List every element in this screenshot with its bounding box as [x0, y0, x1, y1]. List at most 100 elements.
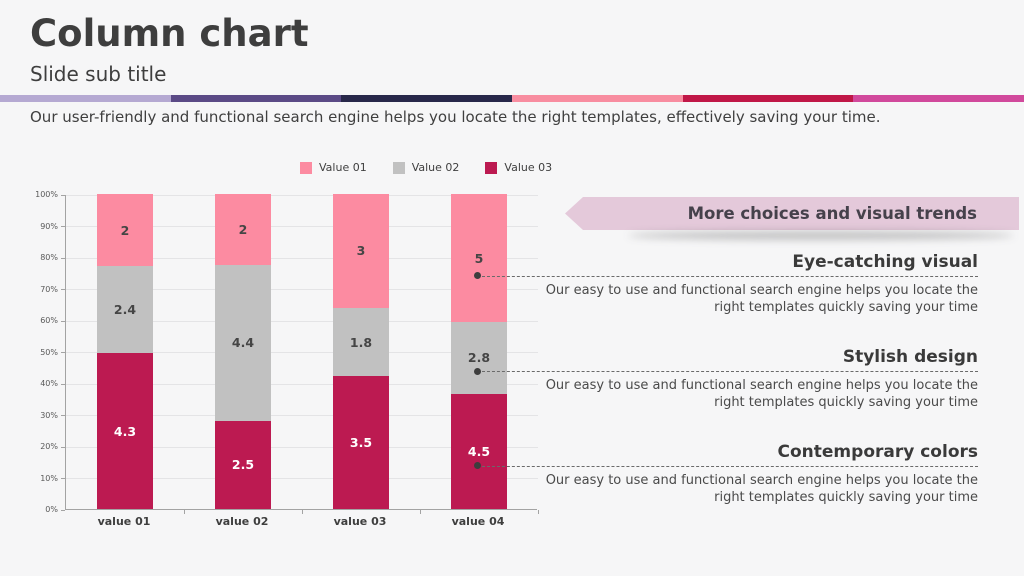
gridline [66, 289, 538, 290]
y-axis-label: 100% [35, 190, 58, 199]
legend-item: Value 02 [392, 161, 460, 174]
gridline [66, 415, 538, 416]
x-axis-category-label: value 04 [451, 515, 505, 528]
callout-title: Contemporary colors [777, 441, 978, 462]
bar-segment: 3 [333, 194, 389, 308]
y-axis-label: 40% [40, 379, 58, 388]
stacked-bar-value-02: 2.5 4.4 2 [215, 194, 271, 509]
bar-segment: 4.5 [451, 393, 507, 509]
bar-segment-value: 2 [120, 222, 130, 238]
callout-title: Eye-catching visual [792, 251, 978, 272]
callout-marker-dot [473, 462, 481, 470]
y-axis-tick [61, 383, 65, 385]
y-axis-tick [61, 478, 65, 479]
callout-marker-dot [473, 367, 481, 375]
accent-stripe-segment [341, 95, 513, 102]
bar-segment: 2.4 [97, 266, 153, 354]
y-axis-label: 20% [40, 442, 58, 451]
legend-label: Value 03 [504, 161, 553, 174]
callout-connector-line [482, 275, 978, 277]
bar-segment-value: 3.5 [349, 435, 373, 451]
y-axis-tick [61, 446, 65, 448]
legend-swatch-icon [392, 161, 405, 174]
page-subtitle: Slide sub title [30, 62, 167, 86]
accent-stripe-segment [512, 95, 683, 102]
page-title: Column chart [30, 12, 309, 55]
y-axis-tick [61, 194, 65, 196]
gridline [66, 446, 538, 448]
y-axis-label: 50% [40, 347, 58, 357]
callout-marker-dot [473, 272, 481, 280]
bar-segment-value: 3 [356, 243, 366, 259]
y-axis-label: 0% [45, 505, 58, 514]
legend-label: Value 02 [411, 161, 460, 174]
bar-segment: 1.8 [333, 307, 389, 377]
bar-segment-value: 2.8 [467, 350, 491, 366]
accent-stripe-segment [0, 95, 171, 102]
gridline [66, 194, 538, 196]
callout-text: Our easy to use and functional search en… [545, 282, 978, 315]
y-axis-tick [61, 415, 65, 416]
x-axis-category-label: value 03 [333, 515, 387, 528]
bar-segment: 4.4 [215, 264, 271, 421]
stacked-bar-value-01: 4.3 2.4 2 [97, 194, 153, 509]
gridline [66, 352, 538, 353]
y-axis-label: 30% [40, 410, 58, 420]
chart-legend: Value 01 Value 02 Value 03 [300, 161, 578, 174]
x-axis-tick [419, 510, 421, 514]
legend-label: Value 01 [319, 161, 367, 174]
callout-connector-line [482, 465, 978, 467]
y-axis-label: 70% [40, 284, 58, 294]
bar-segment-value: 2.5 [231, 457, 255, 473]
y-axis-label: 60% [40, 316, 58, 325]
legend-swatch-icon [485, 161, 498, 174]
x-axis-category-label: value 02 [215, 515, 269, 528]
stacked-bar-value-04: 4.5 2.8 5 [451, 194, 507, 509]
x-axis-category-label: value 01 [97, 515, 151, 528]
stacked-bar-value-03: 3.5 1.8 3 [333, 194, 389, 509]
banner-ribbon: More choices and visual trends [565, 197, 1019, 230]
accent-stripe-segment [682, 95, 854, 102]
bar-segment: 4.3 [97, 353, 153, 509]
x-axis-tick [183, 510, 185, 514]
bar-segment-value: 4.3 [113, 423, 137, 439]
bar-segment-value: 2.4 [113, 302, 137, 318]
y-axis-tick [61, 352, 65, 353]
bar-segment-value: 1.8 [349, 334, 373, 350]
bar-segment-value: 5 [474, 250, 484, 266]
bar-segment-value: 4.4 [231, 335, 255, 351]
banner-label: More choices and visual trends [687, 204, 977, 223]
y-axis-tick [61, 226, 65, 227]
legend-item: Value 03 [485, 161, 552, 174]
bar-segment: 3.5 [333, 376, 389, 509]
gridline [66, 383, 538, 385]
y-axis-label: 90% [40, 221, 58, 231]
banner-shadow [628, 231, 1014, 240]
bar-segment: 2.8 [451, 322, 507, 394]
bar-segment: 5 [451, 194, 507, 323]
bar-segment: 2.5 [215, 420, 271, 509]
x-axis-tick [537, 510, 539, 514]
column-chart-plot: 0% 10% 20% 30% 40% 50% 60% 70% 80% 90% 100% 4.3 2.4 2… [35, 190, 539, 514]
y-axis-tick [61, 509, 65, 511]
x-axis-tick [301, 510, 303, 514]
bar-segment-value: 4.5 [467, 443, 491, 459]
bar-segment: 2 [97, 194, 153, 267]
legend-swatch-icon [300, 161, 312, 174]
accent-stripe-segment [170, 95, 342, 102]
gridline [66, 478, 538, 479]
y-axis-tick [61, 257, 65, 259]
y-axis-label: 80% [40, 253, 58, 262]
slide-description: Our user-friendly and functional search … [30, 108, 881, 126]
y-axis-tick [61, 289, 65, 290]
callout-text: Our easy to use and functional search en… [545, 472, 978, 505]
bar-segment-value: 2 [238, 221, 248, 237]
callout-title: Stylish design [842, 347, 978, 368]
gridline [66, 226, 538, 227]
accent-stripe-segment [853, 95, 1024, 102]
gridline [66, 320, 538, 322]
callout-connector-line [482, 371, 978, 373]
y-axis-label: 10% [40, 473, 58, 483]
y-axis-tick [61, 320, 65, 322]
